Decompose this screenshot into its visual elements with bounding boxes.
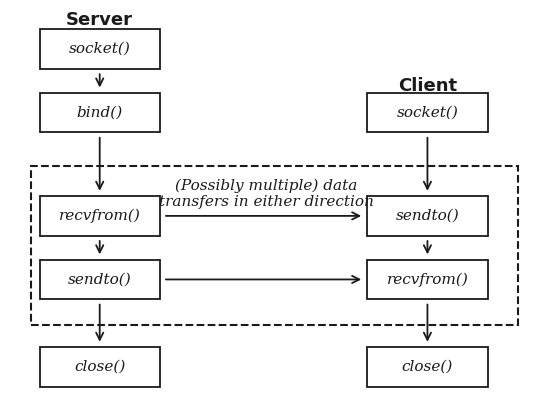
FancyBboxPatch shape (40, 196, 160, 236)
Text: sendto(): sendto() (396, 209, 460, 223)
Text: socket(): socket() (396, 106, 458, 120)
FancyBboxPatch shape (40, 347, 160, 387)
FancyBboxPatch shape (367, 347, 488, 387)
Text: close(): close() (402, 360, 453, 374)
Text: bind(): bind() (76, 106, 123, 120)
Text: (Possibly multiple) data
transfers in either direction: (Possibly multiple) data transfers in ei… (159, 178, 374, 209)
Text: Server: Server (66, 11, 133, 29)
Text: close(): close() (74, 360, 125, 374)
FancyBboxPatch shape (40, 93, 160, 132)
FancyBboxPatch shape (367, 196, 488, 236)
Text: Client: Client (398, 77, 457, 95)
FancyBboxPatch shape (40, 29, 160, 69)
FancyBboxPatch shape (367, 93, 488, 132)
Text: sendto(): sendto() (68, 272, 132, 286)
FancyBboxPatch shape (40, 260, 160, 299)
FancyBboxPatch shape (367, 260, 488, 299)
Text: socket(): socket() (69, 42, 131, 56)
Text: recvfrom(): recvfrom() (59, 209, 141, 223)
Text: recvfrom(): recvfrom() (386, 272, 468, 287)
